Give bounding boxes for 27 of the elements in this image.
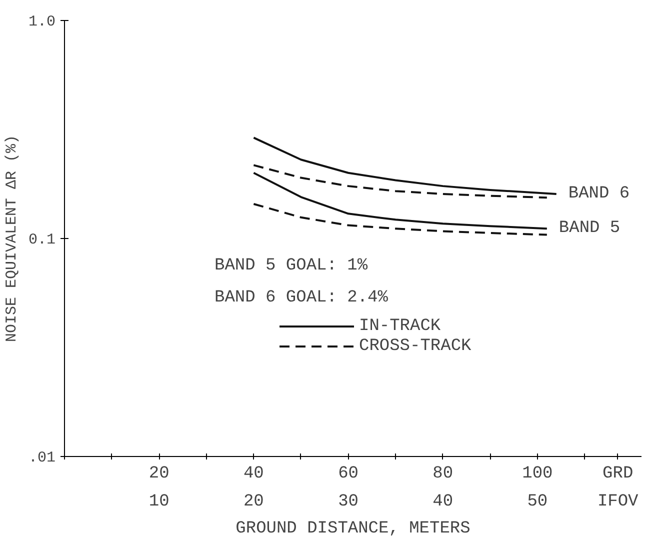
line-series xyxy=(252,136,558,195)
annotation: BAND 5 GOAL: 1% xyxy=(214,256,368,276)
legend-label: CROSS-TRACK xyxy=(359,336,472,356)
x2-tick-label: 40 xyxy=(432,492,454,512)
y-tick-label: 1.0 xyxy=(28,14,56,30)
line-series xyxy=(252,172,548,230)
x-tick-label: 80 xyxy=(432,464,454,484)
x-axis-title: GROUND DISTANCE, METERS xyxy=(236,520,470,538)
annotation: BAND 6 GOAL: 2.4% xyxy=(214,288,389,308)
y-axis-title: NOISE EQUIVALENT ΔR (%) xyxy=(3,134,20,342)
x-tick-label: 100 xyxy=(522,464,553,484)
y-tick-label: .01 xyxy=(28,450,56,466)
x2-tick-label: IFOV xyxy=(597,492,640,512)
x2-tick-label: 20 xyxy=(243,492,264,512)
line-series xyxy=(252,164,548,199)
annotation: BAND 5 xyxy=(558,219,620,238)
x2-tick-label: 10 xyxy=(148,492,170,512)
annotation: BAND 6 xyxy=(568,184,630,204)
x-tick-label: GRD xyxy=(602,464,634,484)
x-tick-label: 40 xyxy=(243,464,264,484)
line-series xyxy=(252,202,548,236)
y-tick-label: 0.1 xyxy=(28,232,56,248)
x2-tick-label: 30 xyxy=(338,492,358,512)
x2-tick-label: 50 xyxy=(527,492,548,512)
x-tick-label: 60 xyxy=(338,464,358,484)
legend-label: IN-TRACK xyxy=(359,316,441,336)
x-tick-label: 20 xyxy=(148,464,170,484)
